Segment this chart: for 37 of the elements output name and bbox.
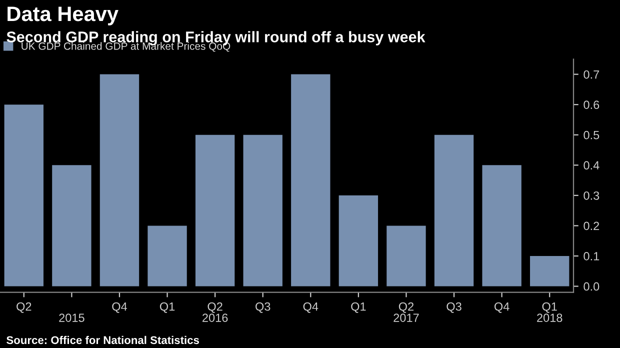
x-tick-label: Q2 [16,302,32,313]
y-tick-label: 0.7 [584,70,600,79]
bar [195,134,235,286]
bar [338,195,378,286]
bar [530,256,570,286]
y-tick-label: 0.5 [584,130,600,140]
x-tick-label: Q1 [351,302,366,313]
text: 2016 [202,314,228,322]
bar [434,134,474,286]
x-tick-label: Q4 [303,302,318,313]
chart-title: Data Heavy [8,6,118,26]
bar [148,226,187,286]
bar [4,104,44,286]
y-tick-label: 0.0 [584,282,600,291]
source-note: Source: Office for National Statistics [6,336,199,344]
bar [482,165,522,286]
text: 2017 [394,314,419,322]
y-tick-label: 0.3 [584,191,600,200]
text: 2018 [537,314,562,322]
x-tick-label: Q2 [208,302,222,313]
x-tick-label: Q1 [542,302,557,313]
x-tick-label: Q4 [112,302,128,313]
bar [291,74,330,286]
x-tick-label: Q3 [256,302,270,313]
x-tick-label: Q4 [494,302,510,313]
y-tick-label: 0.2 [584,222,600,230]
x-tick-label: Q1 [160,302,175,313]
bar [52,165,92,286]
y-tick-label: 0.4 [584,161,600,170]
text: 2015 [59,314,84,322]
x-tick-label: Q2 [398,302,414,313]
x-tick-label: Q3 [446,302,462,313]
y-tick-label: 0.6 [584,100,600,109]
bar [386,226,426,286]
y-tick-label: 0.1 [584,252,600,260]
bar [100,74,140,286]
bar [243,134,282,286]
